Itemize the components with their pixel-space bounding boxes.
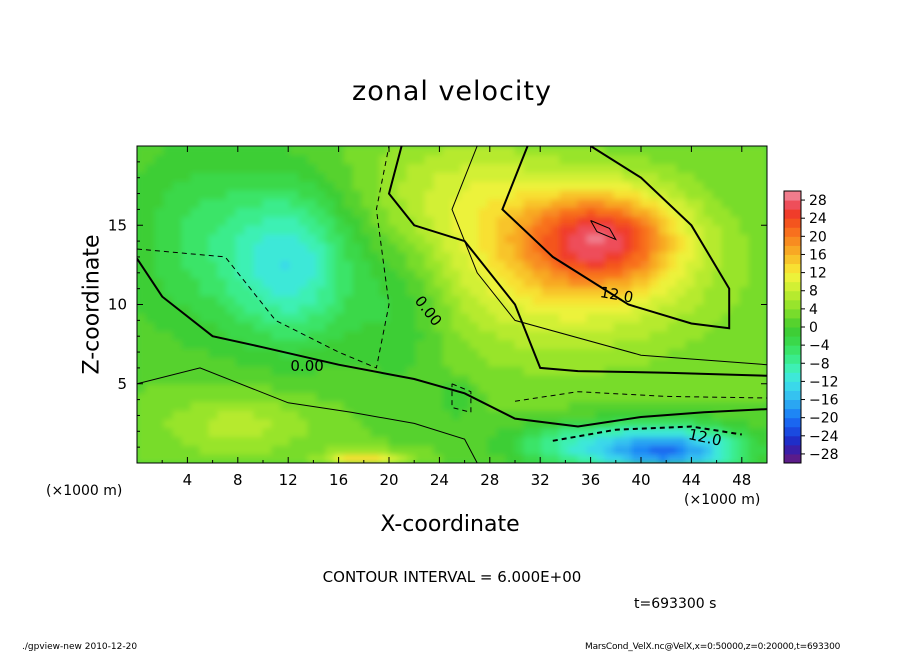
twelve-contour-jet	[501, 146, 731, 330]
colorbar-swatch	[784, 408, 801, 419]
neg6-contour-blob	[451, 383, 472, 413]
twelve-contour-core	[590, 220, 617, 241]
zero-contour-upper	[387, 146, 767, 377]
colorbar-tick-label: −12	[809, 374, 839, 390]
colorbar-swatch	[784, 345, 801, 355]
footer-left: ./gpview-new 2010-12-20	[22, 642, 138, 652]
y-tick-label: 15	[108, 216, 127, 234]
colorbar-swatch	[784, 363, 801, 373]
x-tick-label: 16	[329, 471, 348, 489]
colorbar-tick-label: 20	[809, 229, 827, 245]
colorbar-tick-label: 0	[809, 320, 818, 336]
colorbar-swatch	[784, 281, 801, 292]
x-tick-label: 12	[279, 471, 298, 489]
colorbar-tick-label: −8	[809, 356, 830, 372]
colorbar-tick-label: −16	[809, 393, 839, 409]
colorbar-tick-label: 12	[809, 266, 827, 282]
neg6-contour-upper	[137, 146, 390, 369]
x-axis: 4 8 12 16 20 24 28 32 36 40 44 48	[161, 146, 751, 489]
contour-interval: CONTOUR INTERVAL = 6.000E+00	[322, 568, 582, 586]
colorbar-swatch	[784, 191, 801, 201]
colorbar-swatch	[784, 218, 801, 228]
colorbar-swatch	[784, 209, 801, 219]
y-axis: 5 10 15	[108, 161, 767, 448]
colorbar-swatch	[784, 254, 801, 265]
x-tick-label: 8	[233, 471, 243, 489]
y-axis-label: Z-coordinate	[79, 234, 105, 375]
colorbar-swatch	[784, 381, 801, 391]
colorbar-tick-label: 24	[809, 211, 827, 227]
colorbar-swatch	[784, 263, 801, 274]
colorbar-tick-label: −28	[809, 447, 839, 463]
colorbar-swatch	[784, 417, 801, 428]
colorbar-swatch	[784, 435, 801, 446]
x-tick-label: 4	[183, 471, 193, 489]
contour-lines	[137, 146, 767, 463]
x-axis-label: X-coordinate	[380, 512, 520, 537]
x-tick-label: 20	[379, 471, 398, 489]
colorbar-tick-label: 4	[809, 302, 818, 318]
colorbar-swatch	[784, 299, 801, 310]
colorbar-swatch	[784, 327, 801, 337]
colorbar-swatch	[784, 245, 801, 255]
x-tick-label: 32	[531, 471, 550, 489]
contour-label: 0.00	[290, 357, 323, 375]
plot-area	[137, 146, 767, 463]
colorbar-swatch	[784, 272, 801, 283]
neg12-contour-lower	[552, 425, 742, 442]
neg6-contour-lower	[514, 391, 767, 402]
y-tick-label: 5	[117, 375, 127, 393]
colorbar-tick-label: 28	[809, 193, 827, 209]
colorbar-tick-label: −4	[809, 338, 830, 354]
colorbar-swatch	[784, 227, 801, 237]
contour-label: 12.0	[599, 283, 635, 307]
colorbar-swatch	[784, 390, 801, 401]
x-tick-label: 44	[682, 471, 701, 489]
x-tick-label: 40	[631, 471, 650, 489]
colorbar-swatch	[784, 317, 801, 328]
y-tick-label: 10	[108, 296, 127, 314]
chart-title: zonal velocity	[352, 76, 552, 107]
zero-contour-main	[137, 257, 767, 428]
colorbar-swatch	[784, 308, 801, 319]
colorbar-tick-label: 16	[809, 247, 827, 263]
x-tick-label: 36	[581, 471, 600, 489]
colorbar-swatch	[784, 236, 801, 246]
colorbar-tick-label: 8	[809, 284, 818, 300]
colorbar-swatch	[784, 336, 801, 346]
time-label: t=693300 s	[634, 596, 717, 612]
colorbar-swatch	[784, 290, 801, 301]
colorbar-swatch	[784, 354, 801, 364]
colorbar-tick-label: −20	[809, 411, 839, 427]
x-unit-label-left: (×1000 m)	[46, 483, 123, 499]
colorbar-swatch	[784, 372, 801, 382]
six-contour-lower	[137, 367, 478, 463]
colorbar-swatch	[784, 444, 801, 455]
colorbar-swatch	[784, 200, 801, 210]
colorbar: 28 24 20 16 12 8 4 0 −4 −8 −12 −16 −20 −24 −28	[783, 190, 839, 464]
colorbar-swatch	[784, 426, 801, 437]
x-tick-label: 24	[430, 471, 449, 489]
colorbar-swatch	[784, 453, 801, 464]
colorbar-swatch	[784, 399, 801, 410]
velocity-field	[137, 146, 767, 463]
x-unit-label-right: (×1000 m)	[684, 492, 761, 508]
six-contour-right	[451, 146, 767, 366]
x-tick-label: 28	[480, 471, 499, 489]
colorbar-tick-label: −24	[809, 429, 839, 445]
footer-right: MarsCond_VelX.nc@VelX,x=0:50000,z=0:2000…	[585, 642, 841, 652]
x-tick-label: 48	[732, 471, 751, 489]
